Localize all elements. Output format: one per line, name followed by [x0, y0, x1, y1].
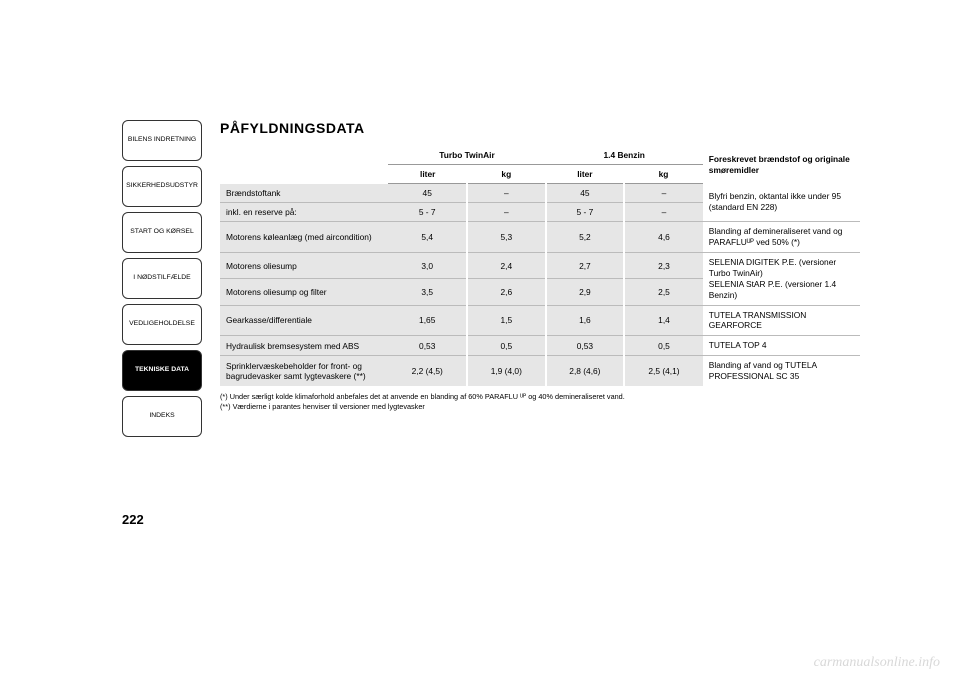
col-group-twinair: Turbo TwinAir [388, 146, 545, 165]
row-val: 5 - 7 [388, 203, 467, 222]
row-note: SELENIA DIGITEK P.E. (versioner Turbo Tw… [703, 252, 860, 305]
sidebar-tab-start[interactable]: START OG KØRSEL [122, 212, 202, 253]
table-row: Brændstoftank 45 – 45 – Blyfri benzin, o… [220, 184, 860, 203]
row-val: 1,65 [388, 305, 467, 336]
content: PÅFYLDNINGSDATA Turbo TwinAir 1.4 Benzin… [202, 120, 960, 527]
row-label: Brændstoftank [220, 184, 388, 203]
row-val: 5 - 7 [546, 203, 625, 222]
sidebar-tab-indeks[interactable]: INDEKS [122, 396, 202, 437]
footnote-2: (**) Værdierne i parantes henviser til v… [220, 402, 860, 412]
sub-liter-2: liter [546, 165, 625, 184]
watermark: carmanualsonline.info [814, 655, 940, 671]
table-row: Gearkasse/differentiale 1,65 1,5 1,6 1,4… [220, 305, 860, 336]
page-title: PÅFYLDNINGSDATA [220, 120, 960, 136]
row-val: – [624, 203, 703, 222]
table-row: Hydraulisk bremsesystem med ABS 0,53 0,5… [220, 336, 860, 356]
footnotes: (*) Under særligt kolde klimaforhold anb… [220, 392, 860, 412]
row-val: 2,4 [467, 252, 546, 278]
row-label: Motorens oliesump [220, 252, 388, 278]
row-val: 0,53 [388, 336, 467, 356]
row-val: 0,53 [546, 336, 625, 356]
row-val: 4,6 [624, 222, 703, 253]
table-row: Motorens køleanlæg (med aircondition) 5,… [220, 222, 860, 253]
row-val: 2,7 [546, 252, 625, 278]
row-val: 0,5 [624, 336, 703, 356]
sub-liter-1: liter [388, 165, 467, 184]
table-body: Brændstoftank 45 – 45 – Blyfri benzin, o… [220, 184, 860, 387]
row-val: – [467, 184, 546, 203]
row-val: 2,3 [624, 252, 703, 278]
row-note: Blyfri benzin, oktantal ikke under 95 (s… [703, 184, 860, 222]
row-note: Blanding af vand og TUTELA PROFESSIONAL … [703, 356, 860, 386]
page-number: 222 [122, 512, 202, 527]
sub-kg-1: kg [467, 165, 546, 184]
row-val: 1,9 (4,0) [467, 356, 546, 386]
row-val: 5,4 [388, 222, 467, 253]
row-val: 2,5 (4,1) [624, 356, 703, 386]
table-row: Sprinklervæskebeholder for front- og bag… [220, 356, 860, 386]
row-val: 1,4 [624, 305, 703, 336]
sidebar-tab-label: BILENS INDRETNING [128, 136, 196, 144]
row-val: – [624, 184, 703, 203]
table-row: Motorens oliesump 3,0 2,4 2,7 2,3 SELENI… [220, 252, 860, 278]
row-val: 2,9 [546, 279, 625, 305]
sidebar-tab-sikkerheds[interactable]: SIKKERHEDSUDSTYR [122, 166, 202, 207]
row-val: 5,2 [546, 222, 625, 253]
row-val: 2,8 (4,6) [546, 356, 625, 386]
row-label: Gearkasse/differentiale [220, 305, 388, 336]
row-val: 45 [388, 184, 467, 203]
sidebar-tab-label: VEDLIGEHOLDELSE [129, 320, 195, 328]
sidebar-tab-label: TEKNISKE DATA [135, 366, 189, 374]
row-val: 1,6 [546, 305, 625, 336]
fill-data-table: Turbo TwinAir 1.4 Benzin Foreskrevet bræ… [220, 146, 860, 386]
row-label: Motorens køleanlæg (med aircondition) [220, 222, 388, 253]
col-group-benzin: 1.4 Benzin [546, 146, 703, 165]
row-label: inkl. en reserve på: [220, 203, 388, 222]
row-val: 0,5 [467, 336, 546, 356]
row-label: Sprinklervæskebeholder for front- og bag… [220, 356, 388, 386]
row-label: Motorens oliesump og filter [220, 279, 388, 305]
row-val: 2,6 [467, 279, 546, 305]
row-note: TUTELA TRANSMISSION GEARFORCE [703, 305, 860, 336]
row-val: 3,5 [388, 279, 467, 305]
row-val: 45 [546, 184, 625, 203]
row-val: 1,5 [467, 305, 546, 336]
row-val: – [467, 203, 546, 222]
sidebar-tab-label: I NØDSTILFÆLDE [133, 274, 190, 282]
row-label: Hydraulisk bremsesystem med ABS [220, 336, 388, 356]
row-val: 2,2 (4,5) [388, 356, 467, 386]
col-notes-header: Foreskrevet brændstof og originale smøre… [703, 146, 860, 184]
row-val: 2,5 [624, 279, 703, 305]
sidebar-tab-vedlige[interactable]: VEDLIGEHOLDELSE [122, 304, 202, 345]
sidebar-tab-tekniske[interactable]: TEKNISKE DATA [122, 350, 202, 391]
row-val: 3,0 [388, 252, 467, 278]
row-note: Blanding af demineraliseret vand og PARA… [703, 222, 860, 253]
sidebar-tab-bilens[interactable]: BILENS INDRETNING [122, 120, 202, 161]
sidebar-tab-label: SIKKERHEDSUDSTYR [126, 182, 198, 190]
sidebar-tab-label: START OG KØRSEL [130, 228, 193, 236]
sub-kg-2: kg [624, 165, 703, 184]
sidebar-tab-label: INDEKS [149, 412, 174, 420]
footnote-1: (*) Under særligt kolde klimaforhold anb… [220, 392, 860, 402]
row-note: TUTELA TOP 4 [703, 336, 860, 356]
sidebar: BILENS INDRETNING SIKKERHEDSUDSTYR START… [122, 120, 202, 527]
row-val: 5,3 [467, 222, 546, 253]
sidebar-tab-nod[interactable]: I NØDSTILFÆLDE [122, 258, 202, 299]
